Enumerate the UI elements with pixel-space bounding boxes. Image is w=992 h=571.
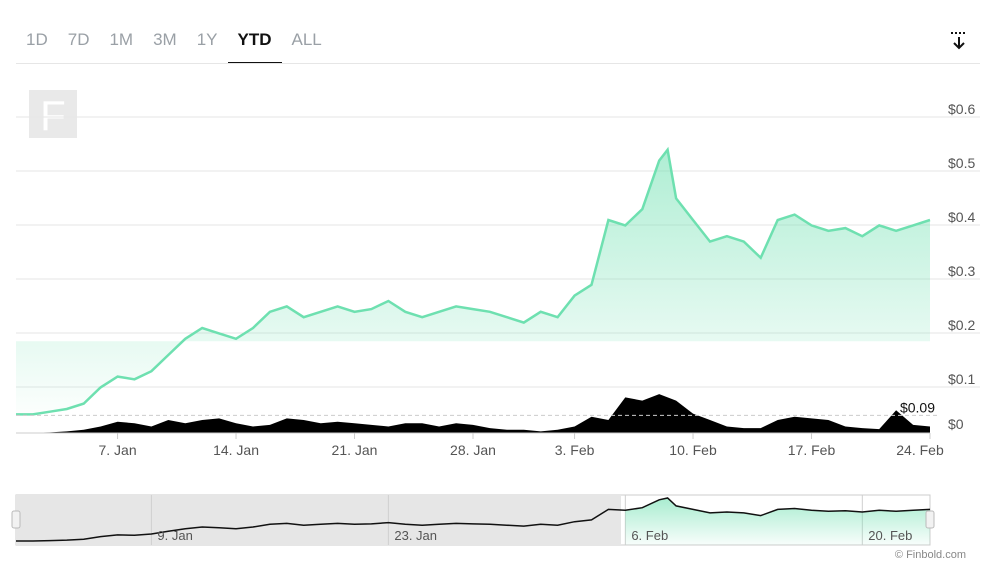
navigator-tick-label: 20. Feb (868, 528, 912, 543)
y-tick-label: $0.6 (948, 101, 975, 117)
navigator-tick-label: 6. Feb (631, 528, 668, 543)
y-tick-label: $0.1 (948, 371, 975, 387)
volume-area (16, 394, 930, 433)
download-icon (951, 32, 967, 50)
finbold-logo-icon: F (29, 90, 77, 139)
navigator-mask-left (16, 495, 621, 545)
navigator-handle-right[interactable] (925, 510, 935, 529)
current-price-label: $0.09 (900, 399, 935, 415)
y-tick-label: $0.5 (948, 155, 975, 171)
range-tab-3m[interactable]: 3M (153, 30, 177, 49)
x-tick-label: 17. Feb (788, 442, 836, 458)
navigator-x-axis: 9. Jan 23. Jan 6. Feb 20. Feb (157, 528, 912, 543)
grid-lines (16, 116, 980, 388)
y-tick-label: $0.4 (948, 209, 975, 225)
download-button[interactable] (946, 28, 972, 54)
range-tab-1d[interactable]: 1D (26, 30, 48, 49)
svg-text:F: F (40, 92, 66, 139)
y-tick-label: $0 (948, 416, 964, 432)
range-tab-1y[interactable]: 1Y (196, 30, 218, 49)
range-tab-1m[interactable]: 1M (109, 30, 134, 49)
credit-text: © Finbold.com (895, 549, 966, 561)
x-tick-label: 24. Feb (896, 442, 944, 458)
navigator[interactable]: 9. Jan 23. Jan 6. Feb 20. Feb (11, 494, 935, 546)
header-divider (16, 63, 980, 64)
navigator-line (16, 497, 931, 542)
x-tick-label: 7. Jan (98, 442, 136, 458)
volume-series (16, 394, 930, 433)
x-tick-label: 28. Jan (450, 442, 496, 458)
navigator-area (625, 498, 930, 545)
price-line (16, 146, 931, 416)
navigator-tick-label: 9. Jan (157, 528, 192, 543)
navigator-tick-label: 23. Jan (394, 528, 437, 543)
x-tick-label: 10. Feb (669, 442, 717, 458)
x-tick-label: 21. Jan (332, 442, 378, 458)
x-tick-label: 14. Jan (213, 442, 259, 458)
price-area (16, 149, 930, 415)
x-axis: 7. Jan 14. Jan 21. Jan 28. Jan 3. Feb 10. Feb… (98, 433, 944, 458)
y-axis: $0 $0.1 $0.2 $0.3 $0.4 $0.5 $0.6 (948, 101, 975, 432)
x-tick-label: 3. Feb (555, 442, 595, 458)
range-tab-7d[interactable]: 7D (67, 30, 90, 49)
navigator-handle-left[interactable] (11, 510, 21, 529)
range-tab-all[interactable]: ALL (291, 30, 322, 49)
y-tick-label: $0.3 (948, 263, 975, 279)
y-tick-label: $0.2 (948, 317, 975, 333)
